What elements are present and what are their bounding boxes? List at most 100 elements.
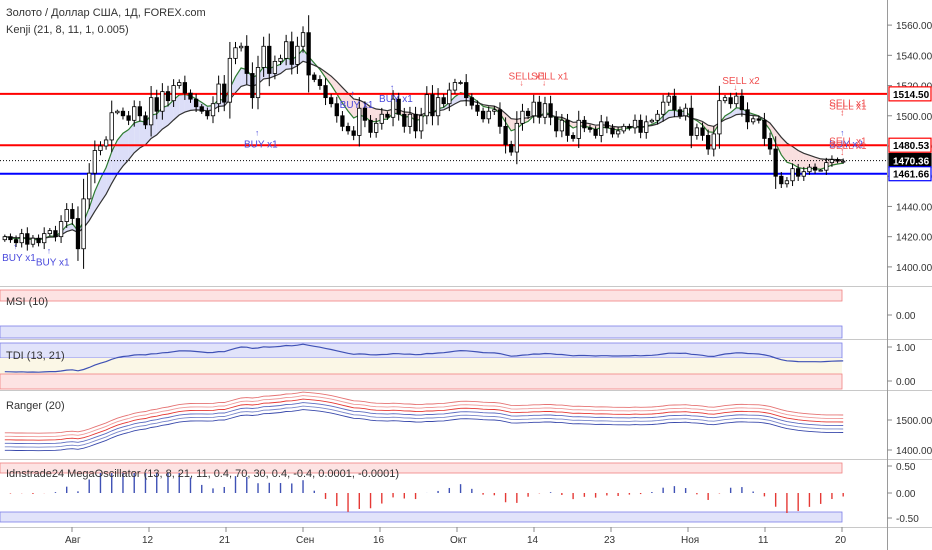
candle	[368, 115, 373, 138]
candle	[610, 124, 615, 138]
sub-tick-label: 0.00	[896, 489, 916, 500]
sub-pane-axes: 0.00 1.00 0.00 1500.00 1400.00 0.50 0.00 -0.50	[887, 311, 932, 525]
time-tick-label: 21	[219, 535, 231, 546]
candle	[385, 111, 390, 120]
tdi-line	[4, 343, 844, 373]
candle	[58, 215, 64, 244]
candle	[475, 100, 480, 117]
candle	[143, 111, 148, 130]
level-tag-label: 1514.50	[893, 90, 930, 101]
candle	[132, 100, 137, 127]
candle	[801, 166, 806, 181]
candle	[615, 127, 621, 138]
buy-signal-label: BUY x1	[340, 100, 374, 111]
candle	[261, 36, 266, 77]
megaoscillator-label: Idnstrade24 MegaOscillator (13, 8, 21, 1…	[6, 468, 399, 480]
candle	[390, 90, 396, 127]
tdi-lines	[4, 343, 844, 373]
candle	[807, 163, 812, 175]
candle	[762, 112, 767, 146]
buy-arrow-icon: ↑	[13, 242, 17, 251]
candle	[362, 101, 368, 128]
sell-signal-label: SELL x1	[829, 136, 867, 147]
candle	[8, 233, 13, 243]
price-tick-label: 1500.00	[896, 112, 932, 123]
candle	[126, 111, 131, 126]
candle	[154, 89, 159, 120]
candle	[87, 163, 92, 209]
candle	[323, 78, 328, 106]
time-tick-label: 11	[758, 535, 769, 546]
candle	[53, 225, 58, 242]
candle	[334, 96, 339, 123]
candle	[2, 234, 7, 242]
sell-signal-label: SELL x1	[508, 72, 546, 83]
sell-signal-label: SELL x1	[829, 102, 867, 113]
candle	[103, 136, 109, 150]
candle	[767, 132, 773, 155]
candle	[790, 163, 795, 187]
candle	[19, 228, 24, 248]
candle	[593, 126, 598, 139]
candle	[632, 114, 638, 134]
candle	[784, 177, 790, 188]
sell-signal-label: SELL x2	[722, 76, 760, 87]
candle	[812, 163, 818, 174]
candle	[199, 104, 204, 114]
candle	[570, 132, 576, 142]
candle	[81, 178, 86, 269]
level-tag	[888, 86, 932, 102]
candle	[576, 110, 581, 148]
sell-signal-label: SELL x1	[829, 99, 867, 110]
level-tag	[888, 166, 932, 182]
candle	[751, 116, 756, 125]
price-levels	[0, 92, 887, 175]
buy-signal-label: BUY x1	[36, 257, 70, 268]
candle	[728, 92, 733, 109]
candle	[272, 55, 278, 80]
candle	[42, 227, 47, 250]
candle	[340, 111, 345, 132]
candle	[396, 92, 401, 121]
candle	[711, 126, 716, 157]
buy-signal-label: BUY x1	[379, 94, 413, 105]
candle	[638, 114, 643, 139]
candle	[137, 100, 142, 122]
candle	[559, 113, 564, 138]
candle	[109, 100, 114, 153]
candle	[582, 116, 587, 133]
candle	[306, 15, 311, 93]
candle	[779, 171, 784, 189]
candle	[587, 124, 593, 133]
candle	[739, 89, 745, 117]
candle	[835, 157, 840, 164]
candle	[165, 85, 171, 107]
symbol-title: Золото / Доллар США, 1Д, FOREX.com	[6, 7, 206, 19]
candle	[509, 140, 514, 156]
candle	[413, 106, 418, 139]
candle	[722, 95, 728, 104]
sub-tick-label: 1.00	[896, 343, 916, 354]
candle	[171, 79, 176, 108]
msi-label: MSI (10)	[6, 296, 48, 308]
candle	[537, 95, 542, 124]
buy-arrow-icon: ↑	[840, 129, 844, 138]
time-tick-label: Ноя	[681, 535, 699, 546]
candle	[278, 54, 283, 66]
candle	[160, 83, 165, 120]
candle	[317, 75, 323, 90]
ranger-line	[4, 398, 844, 441]
candle	[829, 155, 835, 167]
candle	[430, 85, 435, 126]
buy-arrow-icon: ↑	[47, 246, 51, 255]
candle	[486, 106, 491, 124]
ranger-line	[4, 409, 844, 452]
time-axis[interactable]: Авг 12 21 Сен 16 Окт 14 23 Ноя 11 20	[65, 527, 847, 546]
candle	[244, 35, 249, 85]
tdi-label: TDI (13, 21)	[6, 350, 65, 362]
candlestick-series[interactable]	[2, 15, 846, 269]
candle	[374, 118, 379, 138]
candle	[379, 107, 384, 130]
level-tag-label: 1470.36	[893, 157, 930, 168]
